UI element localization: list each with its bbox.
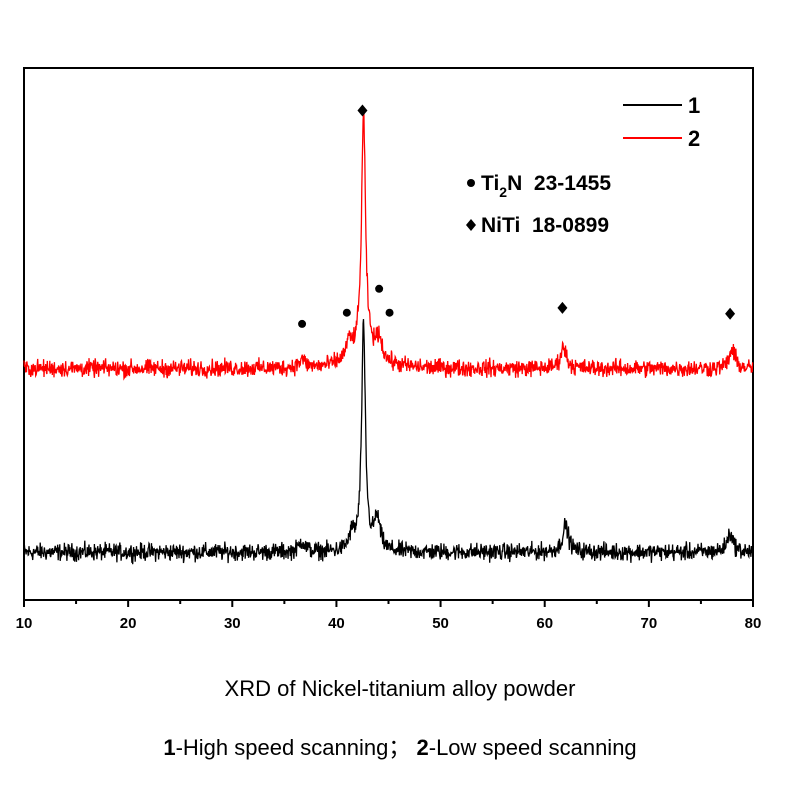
legend-label-1: 1 [688, 93, 700, 118]
niti-peak-marker [357, 104, 368, 117]
plot-frame [23, 67, 754, 601]
legend-label-2: 2 [688, 126, 700, 151]
subtitle-num-1: 1 [163, 735, 176, 760]
subtitle-num-2: 2 [416, 735, 429, 760]
phase-ti2n-label: Ti2N 23-1455 [481, 172, 611, 200]
ti2n-peak-marker [385, 308, 394, 317]
series-2-line [23, 112, 754, 381]
x-tick-label: 80 [745, 615, 762, 632]
ti2n-peak-marker [342, 308, 351, 317]
x-tick-label: 10 [16, 615, 33, 632]
phase-legend: Ti2N 23-1455 NiTi 18-0899 [466, 172, 611, 237]
series-1-line [23, 319, 754, 565]
subtitle-text-1: -High speed scanning； [175, 735, 411, 760]
phase-niti-label: NiTi 18-0899 [481, 214, 609, 237]
x-tick-label: 20 [120, 615, 137, 632]
diamond-marker-icon [466, 219, 476, 231]
chart-title: XRD of Nickel-titanium alloy powder [224, 676, 576, 701]
niti-peak-marker [725, 307, 736, 320]
x-tick-label: 40 [328, 615, 345, 632]
ti2n-peak-marker [375, 284, 384, 293]
x-tick-label: 70 [641, 615, 658, 632]
chart-subtitle: 1-High speed scanning； 2-Low speed scann… [0, 730, 800, 762]
ti2n-peak-marker [298, 319, 307, 328]
x-tick-label: 60 [536, 615, 553, 632]
subtitle-text-2: -Low speed scanning [428, 735, 637, 760]
x-tick-label: 30 [224, 615, 241, 632]
niti-peak-marker [557, 301, 568, 314]
legend: 1 2 [623, 93, 700, 151]
circle-marker-icon [467, 179, 475, 187]
x-tick-label: 50 [432, 615, 449, 632]
